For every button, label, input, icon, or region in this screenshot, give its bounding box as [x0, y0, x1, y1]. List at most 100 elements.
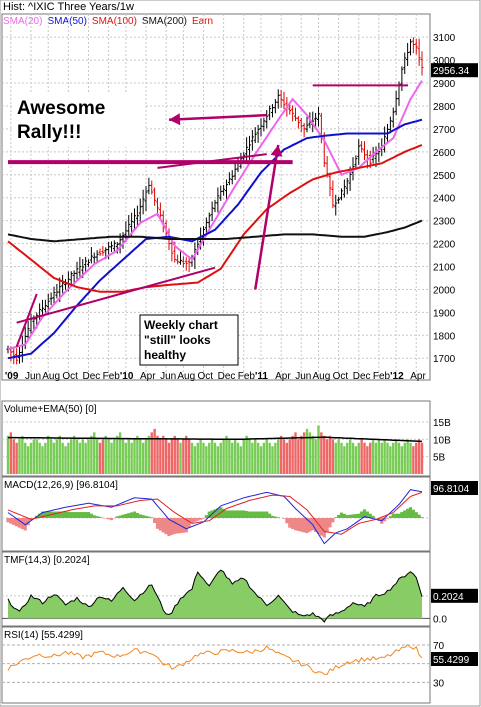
macd-histogram-bar: [181, 518, 185, 533]
macd-histogram-bar: [170, 518, 174, 535]
macd-histogram-bar: [314, 518, 318, 533]
volume-bar: [412, 446, 415, 474]
tmf-last-box: [431, 588, 478, 603]
macd-histogram-bar: [155, 518, 160, 529]
volume-bar: [248, 439, 251, 474]
volume-bar: [101, 439, 105, 474]
macd-histogram-bar: [377, 518, 381, 521]
volume-bar: [409, 442, 412, 474]
volume-bar: [199, 439, 202, 474]
macd-histogram-bar: [109, 518, 114, 521]
price-y-tick-label: 3100: [433, 33, 456, 44]
annotation-trendline: [157, 153, 267, 169]
volume-bar: [41, 446, 44, 474]
volume-bar: [64, 446, 67, 474]
rally-annotation-line1: Awesome: [17, 98, 105, 119]
macd-histogram-bar: [17, 518, 22, 528]
note-textbox: [139, 314, 239, 366]
volume-bar: [348, 439, 352, 474]
volume-ema-line: [8, 436, 423, 443]
macd-histogram-bar: [95, 516, 99, 518]
macd-histogram-bar: [270, 515, 275, 518]
macd-histogram-bar: [299, 518, 303, 532]
macd-histogram-bar: [164, 518, 168, 535]
macd-histogram-bar: [46, 511, 50, 518]
volume-bar: [233, 439, 237, 474]
macd-histogram-bar: [167, 518, 171, 536]
price-y-tick-label: 2200: [433, 240, 456, 251]
macd-histogram-bar: [176, 518, 180, 534]
volume-bar: [279, 435, 283, 474]
macd-histogram-bar: [250, 511, 254, 518]
macd-line-macd: [7, 489, 423, 545]
macd-histogram-bar: [328, 518, 332, 528]
macd-histogram-bar: [316, 518, 321, 534]
volume-bar: [58, 435, 61, 474]
macd-histogram-bar: [75, 512, 79, 518]
macd-histogram-bar: [144, 515, 148, 518]
volume-bar: [417, 439, 421, 474]
tmf-y-tick-label: 0.0: [433, 614, 447, 625]
macd-histogram-bar: [132, 511, 137, 518]
volume-bar: [305, 428, 309, 474]
macd-histogram-bar: [138, 514, 142, 518]
volume-bar: [116, 435, 119, 474]
volume-bar: [294, 432, 297, 474]
macd-histogram-bar: [216, 508, 220, 518]
volume-bar: [363, 442, 366, 474]
macd-histogram-bar: [351, 514, 355, 518]
volume-bar: [78, 442, 82, 474]
volume-bar: [369, 442, 372, 474]
price-y-tick-label: 2700: [433, 125, 456, 136]
volume-bar: [389, 446, 392, 474]
macd-title: MACD(12,26,9) [96.8104]: [4, 480, 118, 491]
volume-bar: [400, 446, 404, 474]
volume-bar: [173, 435, 176, 474]
macd-histogram-bar: [406, 508, 410, 518]
macd-title-bg: [4, 479, 152, 491]
macd-histogram-bar: [400, 512, 404, 518]
macd-histogram-bar: [43, 511, 47, 518]
macd-histogram-bar: [360, 511, 364, 518]
volume-bar: [24, 442, 27, 474]
x-tick-label: Oct: [198, 371, 214, 382]
volume-bar: [222, 439, 225, 474]
price-y-tick-label: 1900: [433, 308, 456, 319]
macd-histogram-bar: [89, 513, 93, 518]
x-tick-label: Jun: [160, 371, 176, 382]
macd-histogram-bar: [121, 514, 125, 518]
macd-histogram-bar: [337, 514, 341, 518]
macd-histogram-bar: [201, 518, 206, 519]
volume-bar: [366, 446, 369, 474]
annotation-arrow: [168, 113, 267, 121]
volume-bar: [277, 439, 280, 474]
x-tick-label: Dec: [83, 371, 101, 382]
macd-histogram-bar: [282, 518, 286, 519]
macd-histogram-bar: [38, 513, 42, 518]
volume-bar: [156, 435, 159, 474]
volume-bar: [21, 435, 24, 474]
volume-bar: [251, 442, 254, 474]
volume-bar: [136, 435, 139, 474]
volume-bar: [182, 439, 185, 474]
panel-frame-macd: [1, 476, 431, 552]
volume-bar: [75, 439, 79, 474]
volume-bar: [150, 432, 153, 474]
macd-histogram-bar: [245, 510, 249, 518]
macd-histogram-bar: [196, 518, 200, 521]
volume-bar: [340, 442, 343, 474]
volume-bar: [87, 439, 90, 474]
x-tick-label: '10: [120, 371, 134, 382]
volume-bar: [282, 439, 286, 474]
macd-histogram-bar: [302, 518, 306, 533]
volume-bar: [331, 439, 335, 474]
macd-histogram-bar: [86, 512, 91, 518]
macd-histogram-bar: [354, 514, 358, 518]
volume-bar: [403, 442, 406, 474]
ma-line-sma20: [7, 80, 423, 351]
macd-histogram-bar: [161, 518, 165, 533]
volume-bar: [38, 442, 41, 474]
price-y-tick-label: 2900: [433, 79, 456, 90]
